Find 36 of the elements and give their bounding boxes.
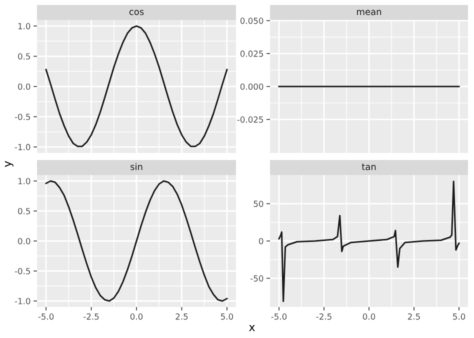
x-tick-label: 0.0 xyxy=(362,313,376,320)
x-tick-label: 5.0 xyxy=(220,313,234,320)
y-tick-label: -1.0 xyxy=(14,144,30,150)
x-tick-label: -5.0 xyxy=(38,313,54,320)
chart-title: cos xyxy=(129,10,144,16)
y-tick-label: 0.5 xyxy=(18,208,30,214)
y-tick-label: 0 xyxy=(258,238,264,244)
x-tick-label: 5.0 xyxy=(453,313,466,320)
x-tick-label: 0.0 xyxy=(130,313,143,320)
y-tick-label: 0.000 xyxy=(240,83,264,90)
y-tick-label: -1.0 xyxy=(14,298,30,304)
y-tick-label: 0.0 xyxy=(18,238,30,244)
y-tick-label: 50 xyxy=(254,200,264,207)
y-tick-label: -0.5 xyxy=(14,268,30,274)
y-tick-label: 0.0 xyxy=(18,83,30,90)
chart-title: tan xyxy=(362,164,376,170)
x-tick-label: 2.5 xyxy=(176,313,188,320)
y-tick-label: 1.0 xyxy=(18,178,30,184)
y-tick-label: -50 xyxy=(250,275,264,282)
y-tick-label: 0.050 xyxy=(240,18,264,24)
x-tick-label: -2.5 xyxy=(316,313,332,320)
x-tick-label: 2.5 xyxy=(408,313,420,320)
y-axis-title: y xyxy=(4,161,14,167)
x-axis-title: x xyxy=(249,324,255,332)
line-series xyxy=(45,25,228,148)
chart-title: mean xyxy=(357,10,382,16)
line-series xyxy=(278,180,460,302)
line-series xyxy=(45,180,228,302)
y-tick-label: 1.0 xyxy=(18,23,30,30)
y-tick-label: 0.5 xyxy=(18,53,30,60)
y-tick-label: -0.025 xyxy=(237,116,264,123)
y-tick-label: -0.5 xyxy=(14,114,30,120)
y-tick-label: 0.025 xyxy=(240,50,264,57)
x-tick-label: -5.0 xyxy=(271,313,287,320)
chart-title: sin xyxy=(130,163,142,170)
x-tick-label: -2.5 xyxy=(84,313,99,320)
